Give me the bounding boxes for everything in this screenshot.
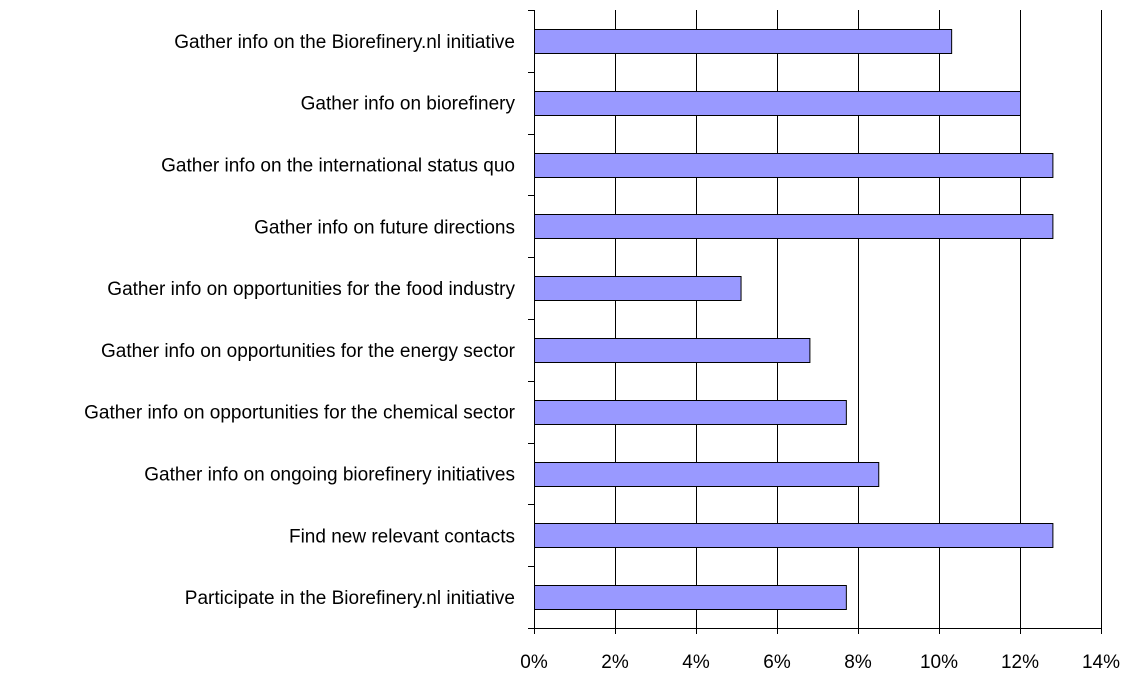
category-label: Gather info on opportunities for the foo… [107,279,515,300]
axes [528,10,1102,634]
category-label: Gather info on ongoing biorefinery initi… [144,465,515,486]
bar [534,523,1054,548]
bar [534,29,953,54]
x-tick-label: 6% [763,652,791,673]
bars [534,29,1054,610]
category-label: Gather info on biorefinery [301,94,516,115]
category-label: Gather info on future directions [254,217,515,238]
category-label: Find new relevant contacts [289,526,515,547]
x-tick-label: 12% [1001,652,1039,673]
bar [534,400,847,425]
bar [534,338,811,363]
bar [534,214,1054,239]
category-label: Participate in the Biorefinery.nl initia… [185,588,515,609]
x-tick-label: 10% [920,652,958,673]
bar [534,276,742,301]
labels: 0% 2% 4% 6% 8% 10% 12% 14% Gather info on the Bi… [84,32,1120,673]
category-label: Gather info on opportunities for the che… [84,403,516,424]
bar [534,91,1021,116]
category-label: Gather info on the Biorefinery.nl initia… [174,32,515,53]
x-tick-label: 2% [601,652,629,673]
category-label: Gather info on opportunities for the ene… [101,341,516,362]
bar [534,153,1054,178]
bar [534,585,847,610]
x-tick-label: 14% [1082,652,1120,673]
x-tick-label: 0% [520,652,548,673]
x-tick-label: 4% [682,652,710,673]
category-label: Gather info on the international status … [161,156,515,177]
bar [534,462,880,487]
x-tick-label: 8% [844,652,872,673]
